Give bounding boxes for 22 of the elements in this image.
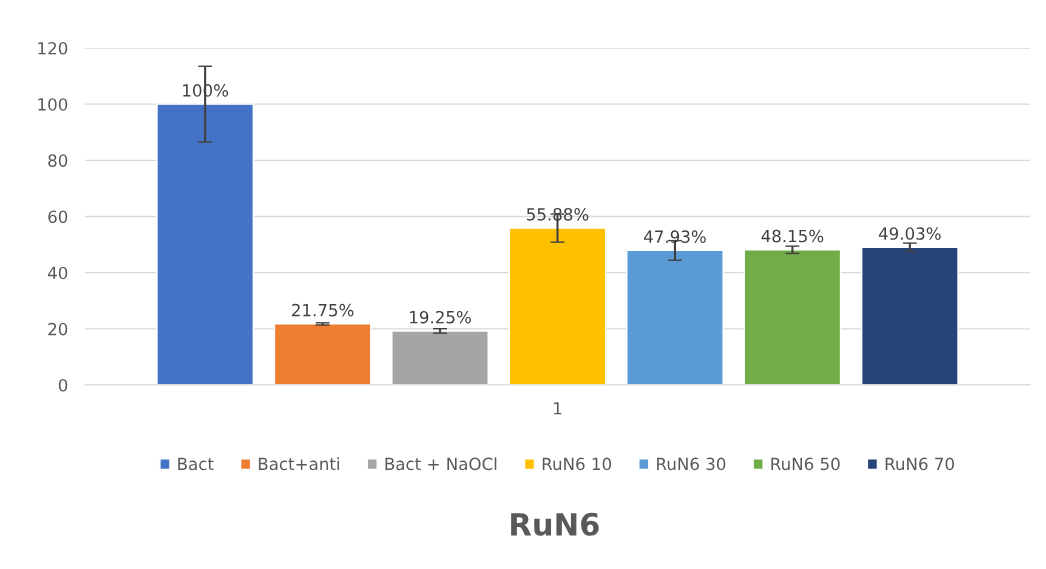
- legend-label: RuN6 70: [885, 457, 954, 471]
- legend-label: Bact: [178, 457, 214, 471]
- y-tick-label: 100: [38, 98, 68, 111]
- data-label: 48.15%: [761, 229, 824, 243]
- y-tick-label: 60: [48, 210, 68, 224]
- y-tick-label: 20: [48, 322, 68, 336]
- data-label: 47.93%: [643, 230, 706, 243]
- legend-label: RuN6 50: [771, 457, 840, 471]
- x-tick-label: 1: [554, 402, 562, 415]
- legend-label: RuN6 10: [542, 457, 612, 471]
- y-tick-label: 80: [48, 154, 68, 167]
- data-label: 55.88%: [527, 208, 589, 221]
- legend-label: RuN6 30: [657, 457, 726, 471]
- data-label: 21.75%: [292, 303, 354, 317]
- text: RuN6: [511, 512, 599, 536]
- y-tick-label: 120: [38, 41, 68, 55]
- data-label: 49.03%: [878, 227, 941, 240]
- y-tick-label: 0: [58, 378, 68, 392]
- data-label: 19.25%: [410, 310, 471, 324]
- y-tick-label: 40: [47, 266, 68, 280]
- legend-label: Bact + NaOCl: [385, 457, 497, 471]
- legend-label: Bact+anti: [258, 457, 339, 471]
